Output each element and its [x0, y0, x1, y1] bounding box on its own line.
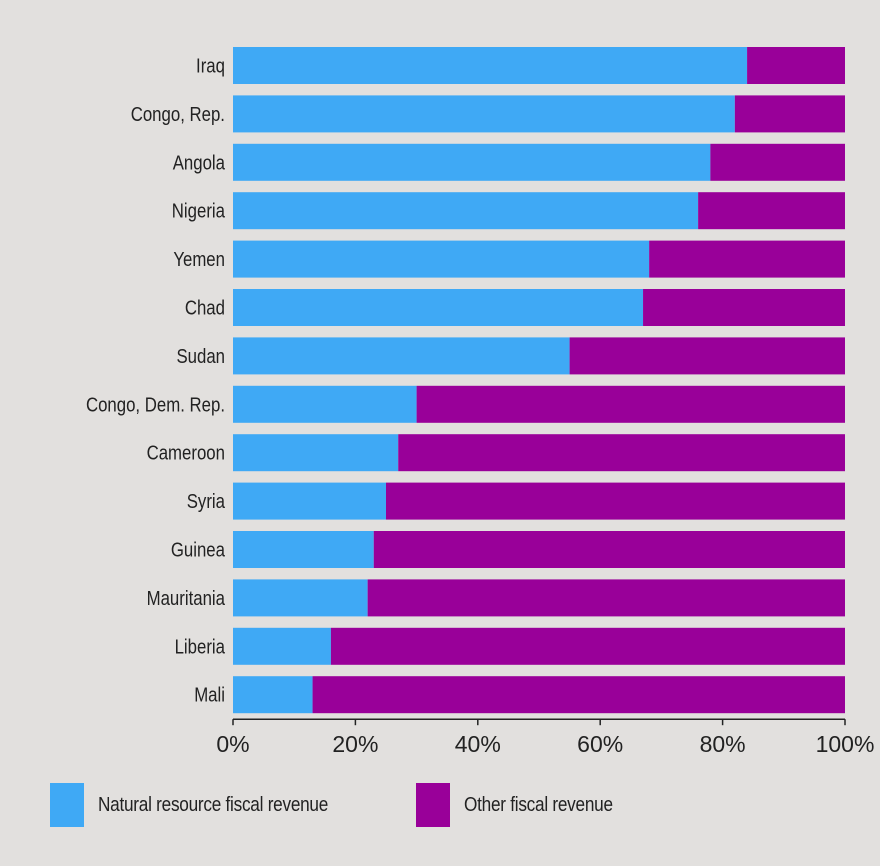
legend: Natural resource fiscal revenue Other fi… — [50, 783, 686, 827]
legend-item-natural-resource: Natural resource fiscal revenue — [50, 783, 366, 827]
bar-sudan-natural-resource — [233, 337, 570, 375]
x-tick-label-0: 0% — [216, 731, 249, 757]
category-label-nigeria: Nigeria — [172, 199, 226, 222]
category-label-mauritania: Mauritania — [147, 586, 226, 609]
bar-yemen-other — [649, 240, 845, 278]
legend-label-other: Other fiscal revenue — [463, 793, 613, 816]
bar-sudan-other — [569, 337, 845, 375]
category-label-cameroon: Cameroon — [147, 441, 225, 464]
category-label-angola: Angola — [173, 151, 226, 174]
bar-iraq-natural-resource — [233, 47, 748, 84]
category-label-iraq: Iraq — [196, 54, 225, 77]
bar-chad-natural-resource — [233, 289, 644, 326]
category-label-guinea: Guinea — [171, 538, 226, 561]
x-tick-label-5: 100% — [816, 731, 875, 757]
bar-guinea-other — [373, 531, 845, 568]
bar-mauritania-natural-resource — [233, 579, 368, 617]
x-axis-ticks: 0% 20% 40% 60% 80% 100% — [216, 719, 874, 757]
category-label-chad: Chad — [185, 296, 225, 319]
x-tick-label-2: 40% — [455, 731, 501, 757]
bar-nigeria-natural-resource — [233, 192, 699, 230]
bar-nigeria-other — [698, 192, 845, 230]
bar-cameroon-other — [398, 434, 845, 472]
legend-swatch-other — [415, 783, 450, 827]
bar-liberia-natural-resource — [233, 627, 331, 665]
bar-angola-other — [710, 143, 845, 181]
bars-group — [233, 47, 845, 714]
legend-swatch-natural-resource — [50, 783, 84, 827]
category-label-syria: Syria — [187, 490, 226, 513]
bar-iraq-other — [747, 47, 845, 84]
bar-congo-dem-rep-other — [416, 385, 845, 423]
bar-congo-rep-natural-resource — [233, 95, 735, 133]
bar-liberia-other — [330, 627, 845, 665]
category-labels: Iraq Congo, Rep. Angola Nigeria Yemen Chad Sud… — [86, 54, 226, 706]
bar-guinea-natural-resource — [233, 531, 374, 568]
category-label-sudan: Sudan — [176, 344, 225, 367]
bar-congo-dem-rep-natural-resource — [233, 385, 417, 423]
x-tick-label-4: 80% — [700, 731, 746, 757]
bar-mali-natural-resource — [233, 676, 313, 714]
bar-angola-natural-resource — [233, 143, 711, 181]
category-label-liberia: Liberia — [175, 635, 226, 658]
category-label-mali: Mali — [194, 683, 225, 706]
x-tick-label-1: 20% — [332, 731, 378, 757]
bar-mauritania-other — [367, 579, 845, 617]
bar-yemen-natural-resource — [233, 240, 650, 278]
category-label-congo-rep: Congo, Rep. — [131, 102, 225, 125]
legend-label-natural-resource: Natural resource fiscal revenue — [98, 793, 329, 816]
legend-item-other: Other fiscal revenue — [415, 783, 637, 827]
bar-congo-rep-other — [734, 95, 845, 133]
category-label-yemen: Yemen — [173, 248, 225, 271]
bar-mali-other — [312, 676, 845, 714]
x-tick-label-3: 60% — [577, 731, 623, 757]
bar-chad-other — [643, 289, 845, 326]
bar-syria-other — [386, 482, 845, 520]
bar-syria-natural-resource — [233, 482, 386, 520]
category-label-congo-dem-rep: Congo, Dem. Rep. — [86, 393, 225, 416]
bar-cameroon-natural-resource — [233, 434, 399, 472]
